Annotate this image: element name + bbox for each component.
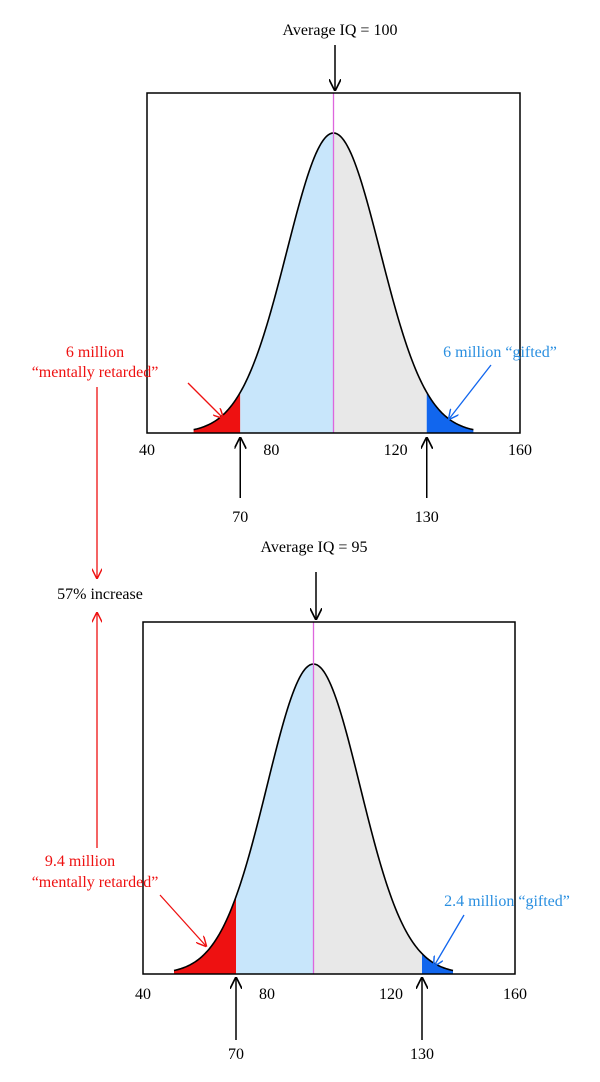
threshold-label: 130 (415, 509, 439, 526)
chart-title: Average IQ = 95 (261, 539, 368, 556)
x-tick-label: 40 (139, 442, 155, 459)
distribution-curve (173, 663, 454, 974)
threshold-arrows: 70 130 (228, 978, 434, 1063)
chart-title: Average IQ = 100 (283, 22, 398, 39)
x-tick-label: 40 (135, 986, 151, 1003)
x-tick-label: 120 (379, 986, 403, 1003)
x-axis-ticks: 40 80 120 160 (139, 442, 532, 459)
increase-label: 57% increase (57, 586, 143, 603)
threshold-arrows: 70 130 (232, 438, 439, 526)
left-tail-region (174, 896, 236, 974)
distribution-curve (193, 132, 474, 433)
below-mean-region (236, 664, 314, 974)
left-tail-pointer (159, 894, 206, 946)
threshold-label: 70 (228, 1046, 244, 1063)
right-tail-label: 6 million “gifted” (443, 344, 557, 361)
x-tick-label: 160 (503, 986, 527, 1003)
right-tail-region (426, 392, 474, 433)
x-tick-label: 80 (263, 442, 279, 459)
left-tail-label-line2: “mentally retarded” (32, 874, 159, 891)
right-tail-pointer (434, 914, 465, 966)
left-tail-region (193, 392, 241, 433)
threshold-label: 130 (410, 1046, 434, 1063)
left-tail-pointer (187, 382, 223, 418)
x-tick-label: 80 (259, 986, 275, 1003)
right-tail-label: 2.4 million “gifted” (444, 893, 570, 910)
left-tail-label-line1: 9.4 million (45, 853, 115, 870)
x-axis-ticks: 40 80 120 160 (135, 986, 527, 1003)
x-tick-label: 120 (384, 442, 408, 459)
threshold-label: 70 (232, 509, 248, 526)
above-mean-region (333, 133, 427, 433)
below-mean-region (240, 133, 334, 433)
x-tick-label: 160 (508, 442, 532, 459)
plot-frame (146, 92, 521, 434)
chart-panel-top: Average IQ = 100 40 80 120 160 70 130 6 mill… (32, 22, 557, 526)
left-tail-label-line2: “mentally retarded” (32, 364, 159, 381)
right-tail-pointer (449, 364, 492, 419)
right-tail-region (422, 953, 453, 974)
chart-panel-bottom: Average IQ = 95 40 80 120 160 70 130 9.4 mil… (32, 539, 570, 1063)
plot-frame (142, 621, 516, 975)
left-tail-label-line1: 6 million (66, 344, 124, 361)
